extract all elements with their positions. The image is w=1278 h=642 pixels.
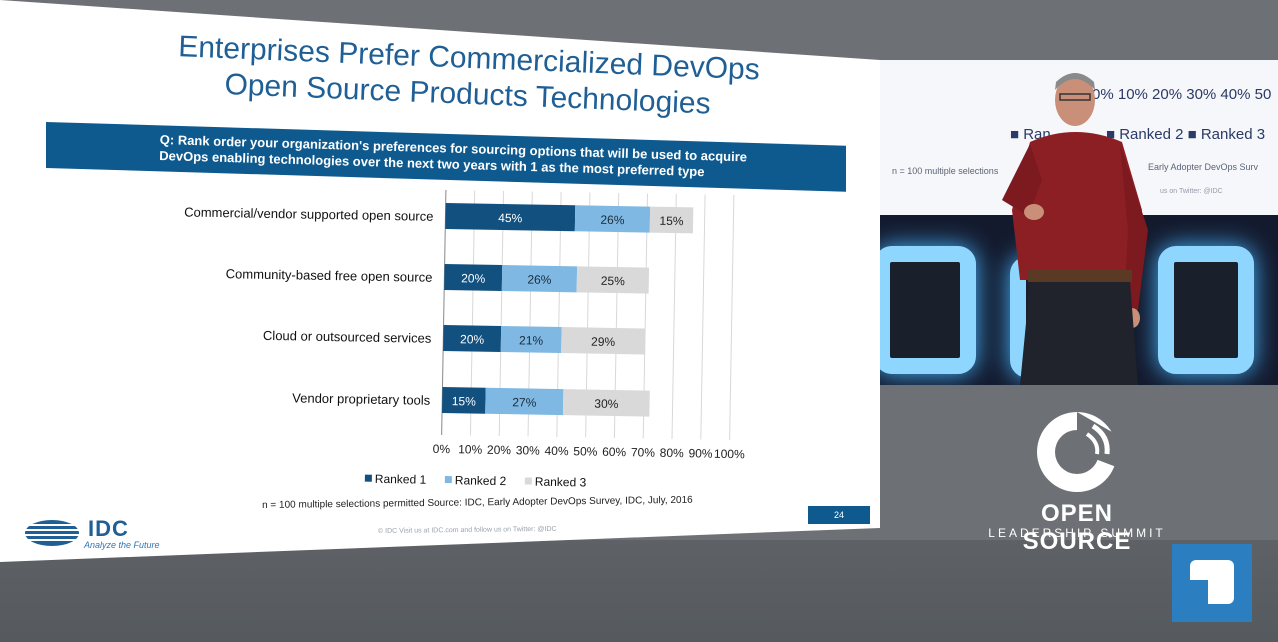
data-label: 20% [461, 271, 486, 285]
idc-logo-word: IDC [88, 516, 129, 541]
inset-legend-text: ■ Ranked 2 ■ Ranked 3 [1106, 126, 1266, 143]
x-tick-label: 70% [631, 445, 656, 459]
legend-label: Ranked 2 [455, 473, 507, 488]
presenter-figure [1002, 73, 1148, 385]
inset-footnote: n = 100 multiple selections [892, 166, 999, 176]
projected-slide: Enterprises Prefer Commercialized DevOps… [0, 0, 880, 562]
data-label: 25% [601, 274, 626, 288]
bar-segment [485, 387, 564, 416]
bar-segment [444, 264, 503, 292]
data-label: 30% [594, 397, 619, 411]
idc-tagline: Analyze the Future [84, 540, 160, 550]
data-label: 26% [527, 272, 552, 286]
open-source-summit-logo-icon [1037, 412, 1119, 492]
inset-axis-text: 0% 10% 20% 30% 40% 50 [1092, 86, 1272, 103]
bar-segment [574, 205, 651, 233]
legend-swatch [524, 477, 532, 485]
presenter-video-inset: 0% 10% 20% 30% 40% 50 ■ Ran ■ Ranked 2 ■… [880, 60, 1278, 385]
x-tick-label: 0% [433, 442, 451, 456]
data-label: 26% [600, 213, 625, 227]
page-number: 24 [808, 506, 870, 524]
category-label: Community-based free open source [226, 266, 433, 285]
x-tick-label: 40% [544, 444, 569, 458]
data-label: 45% [498, 211, 523, 225]
x-tick-label: 100% [714, 447, 745, 462]
idc-globe-icon [24, 520, 84, 546]
x-tick-label: 30% [516, 443, 541, 457]
x-tick-label: 10% [458, 442, 483, 456]
category-label: Vendor proprietary tools [292, 390, 431, 407]
bottom-background [0, 540, 1278, 642]
gridline [671, 194, 677, 440]
legend-label: Ranked 3 [535, 475, 587, 490]
data-label: 21% [519, 333, 544, 347]
data-label: 27% [512, 395, 537, 409]
category-label: Cloud or outsourced services [263, 328, 432, 346]
branding-subtitle: LEADERSHIP SUMMIT [988, 526, 1166, 540]
bar-segment [445, 203, 576, 232]
inset-source: Early Adopter DevOps Surv [1148, 162, 1259, 172]
legend-label: Ranked 1 [375, 472, 427, 487]
legend-swatch [364, 474, 372, 482]
data-label: 29% [591, 335, 616, 349]
inset-twitter: us on Twitter: @IDC [1160, 188, 1223, 195]
branding-title: OPEN SOURCE [1022, 500, 1132, 555]
legend-swatch [444, 476, 452, 484]
linux-foundation-logo-icon [1172, 544, 1252, 622]
bar-segment [501, 265, 578, 293]
stage-light-box [1158, 246, 1254, 374]
bar-segment [443, 324, 502, 352]
stacked-bar-chart: 0% 10% 20% 30% 40% 50% 60% 70% 80% 90% 100%Commerc… [184, 190, 745, 490]
bar-segment [649, 206, 694, 234]
data-label: 15% [452, 394, 477, 408]
bar-segment [562, 389, 650, 417]
data-label: 15% [659, 214, 684, 228]
gridline [700, 194, 706, 440]
gridline [729, 195, 735, 441]
data-label: 20% [460, 332, 485, 346]
x-tick-label: 20% [487, 443, 512, 457]
bar-segment [561, 327, 646, 355]
x-tick-label: 50% [573, 444, 598, 458]
bar-segment [500, 326, 562, 354]
x-tick-label: 80% [660, 446, 685, 460]
stage-light-box [880, 246, 976, 374]
category-label: Commercial/vendor supported open source [184, 204, 434, 223]
x-tick-label: 60% [602, 445, 627, 459]
bar-segment [576, 266, 650, 294]
x-tick-label: 90% [688, 446, 713, 460]
bar-segment [442, 386, 486, 414]
